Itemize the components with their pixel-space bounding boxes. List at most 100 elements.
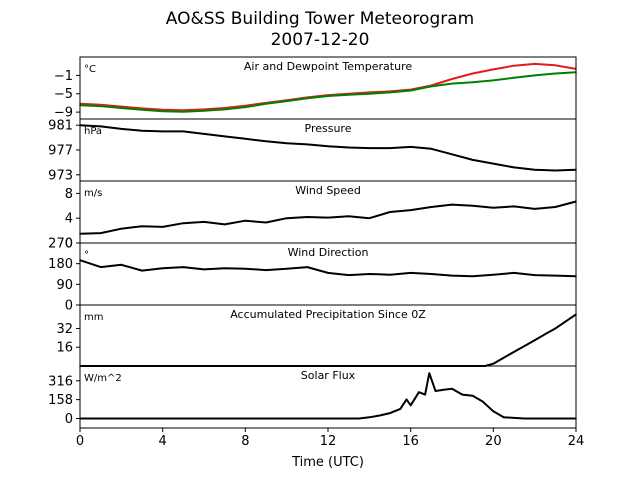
data-point — [99, 232, 102, 234]
data-point — [523, 345, 526, 347]
data-point — [203, 268, 205, 271]
data-point — [223, 135, 226, 138]
data-point — [368, 217, 371, 219]
data-point — [358, 417, 360, 420]
y-tick-label: 158 — [48, 393, 73, 408]
x-tick-label: 0 — [76, 434, 84, 449]
data-point — [161, 130, 164, 133]
y-tick-label: 977 — [48, 144, 73, 159]
data-point — [492, 79, 495, 82]
data-point — [533, 63, 536, 65]
y-tick-label: −5 — [54, 87, 73, 102]
data-point — [430, 206, 433, 208]
data-point — [405, 398, 408, 401]
panel-title: Wind Direction — [288, 246, 369, 259]
data-point — [141, 225, 143, 228]
data-point — [368, 147, 371, 149]
data-point — [471, 81, 474, 84]
data-point — [564, 320, 567, 323]
data-point — [327, 145, 329, 148]
data-point — [471, 159, 474, 161]
data-point — [409, 272, 412, 274]
data-point — [533, 169, 536, 171]
data-point — [544, 417, 546, 420]
data-point — [378, 414, 381, 417]
data-point — [265, 103, 267, 105]
data-point — [399, 408, 402, 410]
data-point — [482, 401, 484, 403]
data-point — [513, 64, 515, 67]
data-point — [99, 105, 102, 107]
data-point — [244, 219, 247, 222]
data-point — [141, 269, 143, 272]
series-line — [79, 259, 577, 278]
data-point — [409, 209, 412, 211]
data-point — [120, 264, 123, 266]
data-point — [471, 205, 474, 207]
y-tick-label: 0 — [65, 412, 73, 427]
x-tick-label: 16 — [402, 434, 419, 449]
data-point — [554, 64, 557, 67]
data-point — [223, 267, 226, 270]
data-point — [544, 333, 546, 336]
data-point — [120, 128, 123, 130]
data-point — [306, 216, 309, 218]
data-point — [389, 91, 391, 94]
y-tick-label: 973 — [48, 168, 73, 183]
data-point — [492, 206, 495, 209]
data-point — [513, 272, 515, 274]
data-point — [265, 221, 267, 224]
data-point — [424, 393, 426, 396]
data-point — [161, 110, 164, 112]
panel-title: Pressure — [305, 122, 352, 135]
data-point — [368, 92, 371, 95]
data-point — [347, 93, 350, 96]
data-point — [409, 404, 412, 407]
data-point — [492, 362, 495, 365]
series-line — [79, 71, 577, 113]
x-tick-label: 24 — [568, 434, 585, 449]
data-point — [533, 74, 536, 77]
data-point — [523, 417, 526, 420]
data-point — [451, 82, 453, 85]
panel: 0 158 316 Solar Flux W/m^2 — [48, 365, 577, 429]
figure-subtitle: 2007-12-20 — [271, 30, 370, 50]
x-tick-label: 12 — [320, 434, 337, 449]
data-point — [492, 162, 495, 165]
data-point — [203, 133, 205, 135]
data-point — [513, 166, 515, 169]
panel: −9 −5 −1 Air and Dewpoint Temperature °C — [54, 56, 577, 121]
data-point — [533, 208, 536, 210]
panel: 973 977 981 Pressure hPa — [48, 118, 577, 183]
data-point — [451, 153, 453, 156]
series-line — [80, 372, 576, 420]
y-tick-label: 316 — [48, 374, 73, 389]
y-tick-label: 8 — [65, 187, 73, 202]
data-point — [430, 148, 433, 150]
y-tick-label: 4 — [65, 212, 73, 227]
data-point — [368, 273, 371, 275]
data-point — [141, 109, 143, 111]
y-tick-label: −9 — [54, 106, 73, 121]
data-point — [502, 416, 505, 419]
y-tick-label: 0 — [65, 299, 73, 314]
data-point — [492, 68, 495, 71]
data-point — [389, 211, 391, 213]
data-point — [244, 106, 247, 108]
data-point — [471, 72, 474, 75]
data-point — [120, 227, 123, 230]
unit-label: m/s — [84, 188, 102, 199]
data-point — [513, 76, 515, 79]
data-point — [513, 205, 515, 208]
data-point — [533, 274, 536, 276]
data-point — [244, 267, 247, 270]
data-point — [285, 267, 288, 270]
panel: 0 90 180 270 Wind Direction ° — [48, 237, 577, 314]
data-point — [161, 267, 164, 270]
data-point — [182, 266, 185, 268]
data-point — [554, 72, 557, 75]
data-point — [306, 266, 309, 268]
data-point — [327, 272, 329, 274]
data-point — [182, 222, 185, 224]
